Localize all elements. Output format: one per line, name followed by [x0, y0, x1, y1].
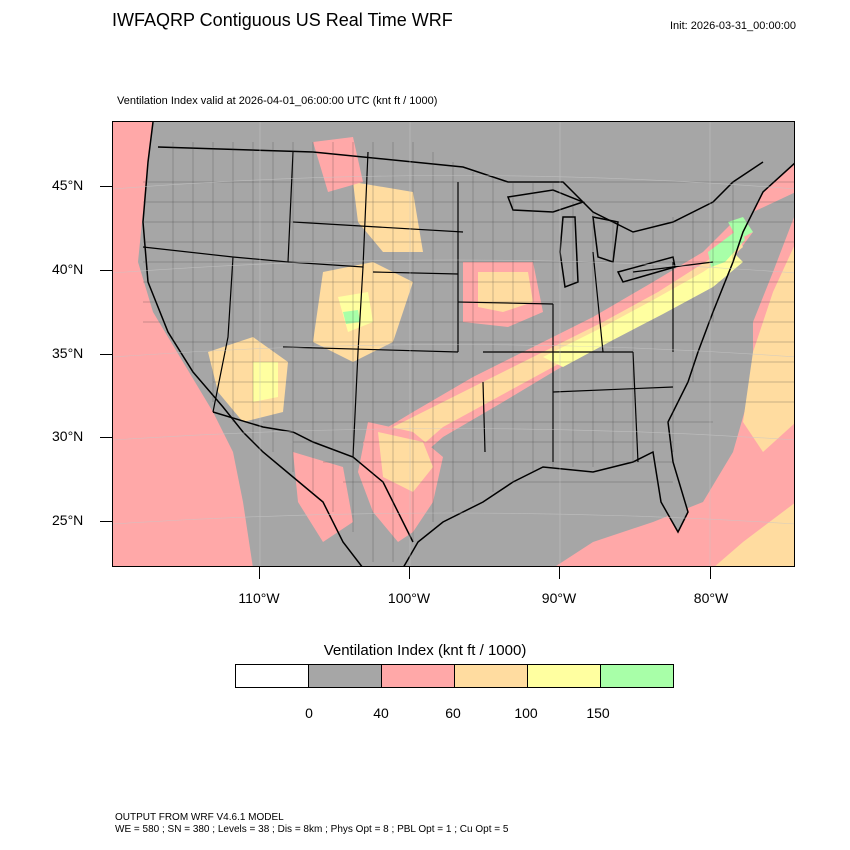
- county-boundaries: [143, 142, 794, 562]
- lat-label-30n: 30°N: [52, 428, 84, 444]
- init-time-label: Init: 2026-03-31_00:00:00: [670, 20, 796, 32]
- plot-title: IWFAQRP Contiguous US Real Time WRF: [112, 10, 453, 30]
- pacific-ocean-region: [113, 122, 253, 566]
- legend-box-5: [600, 664, 674, 688]
- lat-label-40n: 40°N: [52, 261, 84, 277]
- lon-tick: [559, 567, 560, 579]
- legend-tick-60: 60: [445, 705, 461, 721]
- lat-label-25n: 25°N: [52, 512, 84, 528]
- legend-box-2: [381, 664, 455, 688]
- very-high-zone-mid-atlantic: [708, 227, 745, 267]
- legend-tick-0: 0: [305, 705, 313, 721]
- rockies-very-high-zone: [343, 310, 360, 324]
- gulf-offshore-moderate: [715, 503, 794, 566]
- legend-box-3: [454, 664, 528, 688]
- legend-colorbar: [235, 664, 674, 688]
- legend-box-1: [308, 664, 382, 688]
- southwest-moderate-zone: [208, 337, 288, 422]
- lat-tick: [100, 186, 112, 187]
- continental-land: [143, 122, 794, 566]
- northern-plains-low-zone: [313, 137, 363, 192]
- model-info-line-2: WE = 580 ; SN = 380 ; Levels = 38 ; Dis …: [115, 824, 509, 835]
- legend-box-4: [527, 664, 601, 688]
- model-info-line-1: OUTPUT FROM WRF V4.6.1 MODEL: [115, 812, 284, 823]
- lon-label-80w: 80°W: [693, 590, 729, 606]
- lon-tick: [710, 567, 711, 579]
- lat-tick: [100, 521, 112, 522]
- legend-tick-100: 100: [514, 705, 538, 721]
- lat-tick: [100, 354, 112, 355]
- lat-label-45n: 45°N: [52, 177, 84, 193]
- atlantic-offshore-moderate: [743, 246, 794, 452]
- legend-tick-150: 150: [586, 705, 610, 721]
- legend-box-0: [235, 664, 309, 688]
- lat-label-35n: 35°N: [52, 345, 84, 361]
- lon-label-90w: 90°W: [541, 590, 577, 606]
- graticule: [113, 122, 794, 566]
- very-high-zone-new-england: [728, 217, 753, 240]
- legend-tick-40: 40: [373, 705, 389, 721]
- atlantic-ocean-region: [556, 217, 794, 566]
- lat-tick: [100, 270, 112, 271]
- map-panel: [112, 121, 795, 567]
- mexico-low-zone: [293, 452, 353, 542]
- ventilation-index-map: [113, 122, 794, 566]
- lon-tick: [409, 567, 410, 579]
- plot-subtitle: Ventilation Index valid at 2026-04-01_06…: [117, 95, 438, 107]
- lat-tick: [100, 437, 112, 438]
- lon-label-100w: 100°W: [387, 590, 431, 606]
- high-plains-moderate-zone: [353, 182, 423, 252]
- lake-superior: [506, 189, 586, 213]
- lon-label-110w: 110°W: [238, 590, 280, 606]
- legend-title: Ventilation Index (knt ft / 1000): [323, 642, 527, 659]
- lon-tick: [259, 567, 260, 579]
